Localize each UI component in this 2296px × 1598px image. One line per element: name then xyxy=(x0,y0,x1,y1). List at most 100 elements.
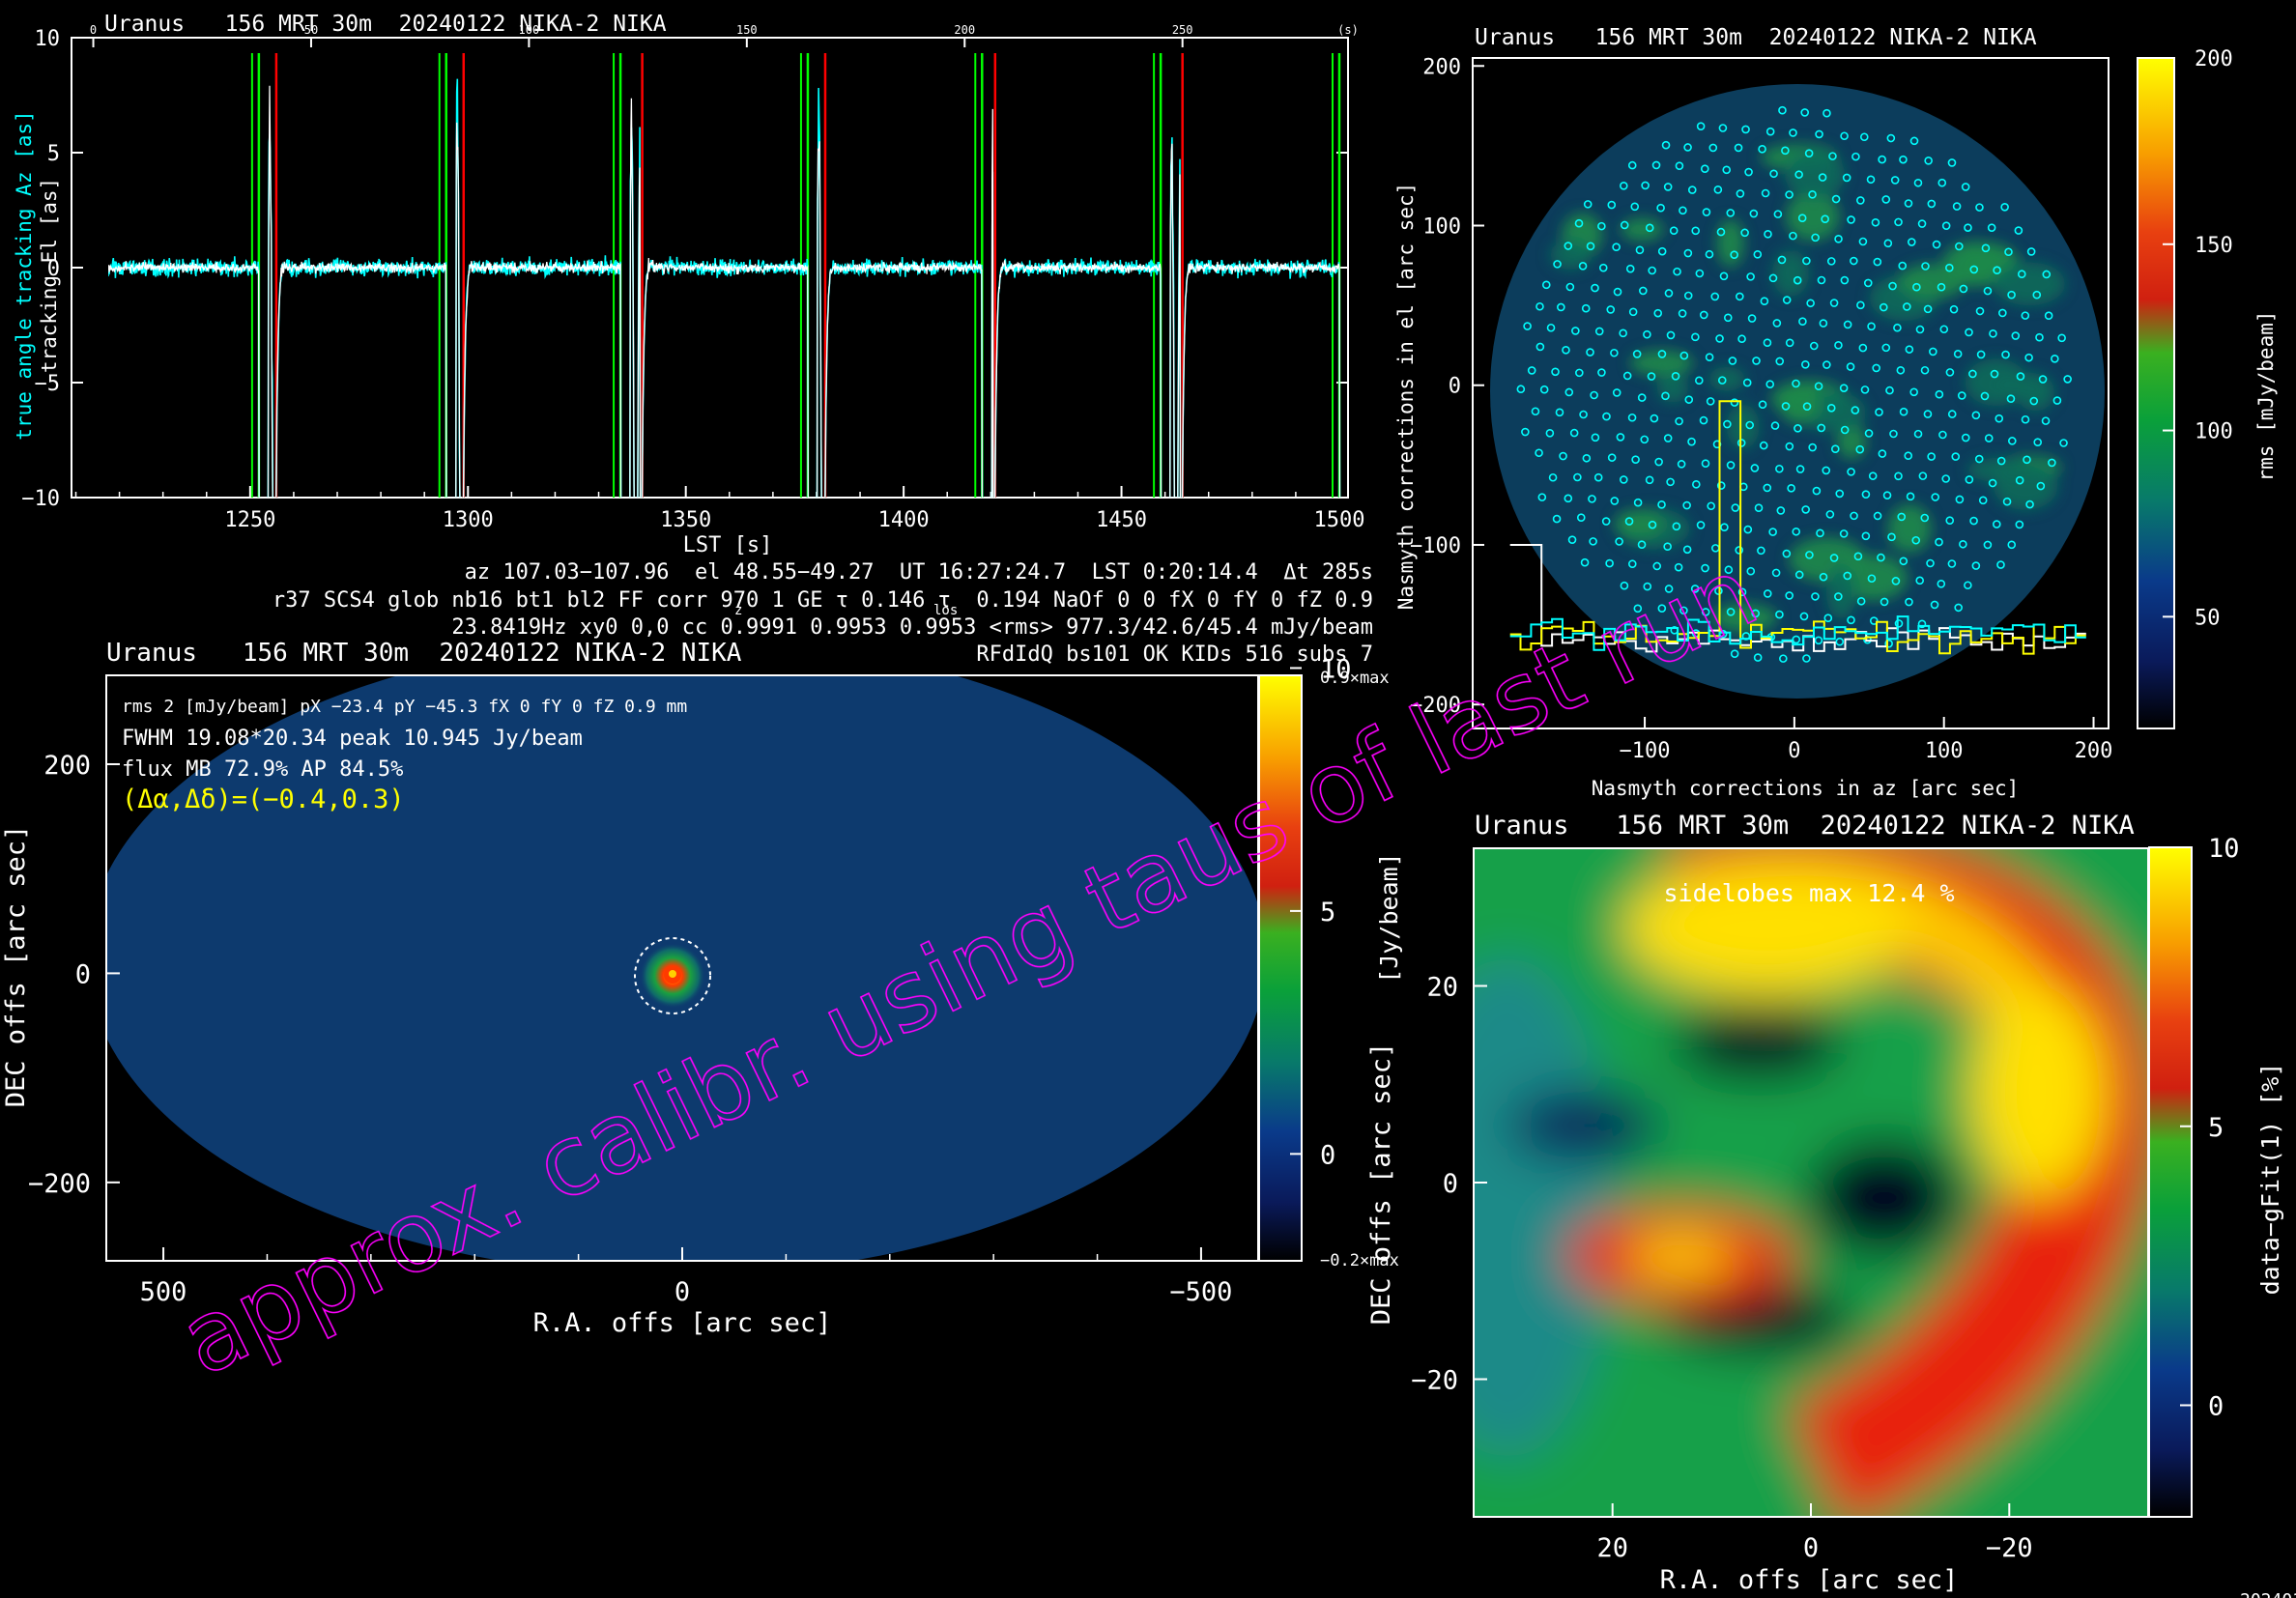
kid-marker xyxy=(1683,291,1693,300)
kid-marker xyxy=(1620,182,1628,190)
source-peak xyxy=(669,970,676,978)
kid-marker xyxy=(1793,275,1802,285)
kid-marker xyxy=(1840,425,1850,435)
kid-marker xyxy=(1996,560,2005,569)
tracking-series xyxy=(108,78,1341,498)
kid-marker xyxy=(1535,448,1543,458)
kid-marker xyxy=(2011,331,2021,340)
kid-marker xyxy=(1867,322,1876,331)
nasmyth-ytick-label: 100 xyxy=(1422,215,1461,240)
tracking-xtick-label: 1250 xyxy=(224,508,275,532)
kid-marker xyxy=(1819,319,1828,328)
info-subscript-z: z xyxy=(734,603,742,618)
kid-marker xyxy=(1992,520,2001,528)
kid-marker xyxy=(1757,546,1765,556)
kid-marker xyxy=(1801,505,1810,514)
kid-marker xyxy=(1687,437,1696,446)
residual-colorbar-ticks: 0 5 10 xyxy=(2180,834,2240,1422)
observation-info: az 107.03−107.96 el 48.55−49.27 UT 16:27… xyxy=(273,560,1373,667)
kid-marker xyxy=(1834,234,1843,243)
kid-marker xyxy=(1889,429,1898,439)
map-edge-corner-br xyxy=(1111,1198,1258,1261)
kid-marker xyxy=(1548,472,1558,482)
kid-marker xyxy=(1812,486,1822,496)
kid-marker xyxy=(1666,330,1676,340)
kid-marker xyxy=(1597,368,1606,377)
kid-marker xyxy=(1713,185,1723,194)
rms-blob xyxy=(1965,358,2027,407)
kid-marker xyxy=(1816,528,1824,538)
nasmyth-panel: Uranus 156 MRT 30m 20240122 NIKA-2 NIKA … xyxy=(1394,25,2278,800)
residual-ytick-label: −20 xyxy=(1411,1366,1458,1396)
kid-marker xyxy=(1741,125,1750,134)
kid-marker xyxy=(2015,475,2024,485)
kid-marker xyxy=(1747,314,1757,323)
kid-marker xyxy=(1696,122,1706,130)
kid-marker xyxy=(1639,286,1648,296)
kid-marker xyxy=(1719,271,1729,281)
tracking-top-tick-label: 250 xyxy=(1172,23,1193,37)
kid-marker xyxy=(1907,238,1916,246)
kid-marker xyxy=(1955,495,1965,504)
kid-marker xyxy=(1799,612,1809,621)
kid-marker xyxy=(1971,411,1981,420)
kid-marker xyxy=(1541,280,1551,290)
rms-blob xyxy=(1779,382,1821,425)
kid-marker xyxy=(1842,173,1851,183)
kid-marker xyxy=(1918,471,1928,480)
kid-marker xyxy=(1605,558,1614,568)
kid-marker xyxy=(1730,649,1739,658)
kid-marker xyxy=(1875,408,1883,416)
kid-marker xyxy=(1802,256,1811,266)
kid-marker xyxy=(1677,460,1686,469)
kid-marker xyxy=(1679,206,1687,215)
kid-marker xyxy=(1581,303,1591,313)
map-ylabel: DEC offs [arc sec] xyxy=(1,825,31,1108)
kid-marker xyxy=(1993,266,2001,275)
kid-marker xyxy=(2048,458,2056,468)
rms-histogram xyxy=(1509,615,2086,651)
tracking-series-El xyxy=(108,85,1341,498)
kid-marker xyxy=(1657,604,1667,613)
residual-cb-tick-label: 5 xyxy=(2208,1113,2224,1143)
kid-marker xyxy=(1903,302,1911,311)
kid-marker xyxy=(1726,608,1736,616)
kid-marker xyxy=(1635,245,1645,255)
kid-marker xyxy=(1811,233,1820,243)
kid-marker xyxy=(1723,419,1732,429)
kid-marker xyxy=(1913,429,1923,439)
kid-marker xyxy=(1859,132,1869,142)
kid-marker xyxy=(1927,199,1937,209)
nasmyth-cb-tick-label: 150 xyxy=(2195,234,2233,258)
kid-marker xyxy=(1975,306,1985,316)
kid-marker xyxy=(1921,262,1930,271)
kid-marker xyxy=(1722,165,1732,175)
kid-marker xyxy=(1850,256,1858,266)
kid-marker xyxy=(1740,228,1749,238)
kid-marker xyxy=(1717,376,1727,385)
kid-marker xyxy=(1674,562,1683,572)
kid-marker xyxy=(1969,265,1979,274)
rms-blob xyxy=(1941,241,2010,287)
kid-marker xyxy=(1811,592,1820,601)
kid-marker xyxy=(1953,350,1963,358)
kid-marker xyxy=(1647,372,1656,381)
kid-marker xyxy=(1601,517,1611,526)
kid-marker xyxy=(1705,353,1714,362)
kid-marker xyxy=(1763,338,1772,347)
kid-marker xyxy=(1573,472,1582,482)
rms-blob xyxy=(2016,373,2055,412)
map-ytick-label: 200 xyxy=(43,751,91,781)
kid-marker xyxy=(1905,597,1913,607)
rms-blob xyxy=(1621,217,1664,242)
rms-blob xyxy=(1771,249,1810,298)
residual-trough-1 xyxy=(1674,1007,1844,1080)
kid-marker xyxy=(1996,456,2006,466)
nasmyth-xtick-label: 200 xyxy=(2075,739,2113,763)
kid-marker xyxy=(1701,459,1710,469)
kid-marker xyxy=(1984,434,1994,442)
kid-marker xyxy=(1663,434,1673,442)
kid-marker xyxy=(1695,376,1704,385)
kid-marker xyxy=(1724,565,1734,575)
kid-marker xyxy=(1952,202,1962,211)
